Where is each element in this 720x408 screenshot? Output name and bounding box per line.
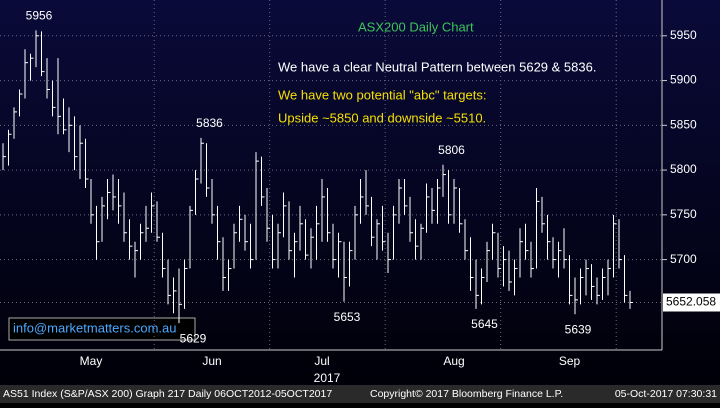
x-tick-label: May xyxy=(80,354,103,368)
y-tick-label: 5900 xyxy=(670,73,697,87)
price-label: 5956 xyxy=(26,9,53,23)
y-tick-label: 5700 xyxy=(670,252,697,266)
x-tick-label: Sep xyxy=(559,354,581,368)
price-label: 5639 xyxy=(565,322,592,336)
note: Upside ~5850 and downside ~5510. xyxy=(278,110,486,125)
last-price-label: 5652.058 xyxy=(666,295,716,309)
contact-box xyxy=(8,317,196,341)
x-tick-label: Aug xyxy=(443,354,464,368)
chart-title: ASX200 Daily Chart xyxy=(358,19,474,34)
note: We have a clear Neutral Pattern between … xyxy=(278,59,596,74)
y-tick-label: 5850 xyxy=(670,117,697,131)
price-label: 5806 xyxy=(438,143,465,157)
footer-center: Copyright© 2017 Bloomberg Finance L.P. xyxy=(370,388,563,400)
footer-left: AS51 Index (S&P/ASX 200) Graph 217 Daily… xyxy=(3,388,332,400)
footer-bar xyxy=(0,385,720,403)
price-label: 5836 xyxy=(196,116,223,130)
note: We have two potential "abc" targets: xyxy=(278,87,486,102)
price-label: 5629 xyxy=(180,331,207,345)
x-tick-label: Jul xyxy=(314,354,329,368)
x-year-label: 2017 xyxy=(314,371,341,385)
y-tick-label: 5950 xyxy=(670,28,697,42)
x-tick-label: Jun xyxy=(202,354,221,368)
price-label: 5653 xyxy=(334,310,361,324)
y-tick-label: 5750 xyxy=(670,207,697,221)
footer-right: 05-Oct-2017 07:30:31 xyxy=(615,388,717,400)
price-label: 5645 xyxy=(471,317,498,331)
last-price-box xyxy=(663,293,720,312)
contact: info@marketmatters.com.au xyxy=(13,320,176,335)
y-tick-label: 5800 xyxy=(670,162,697,176)
